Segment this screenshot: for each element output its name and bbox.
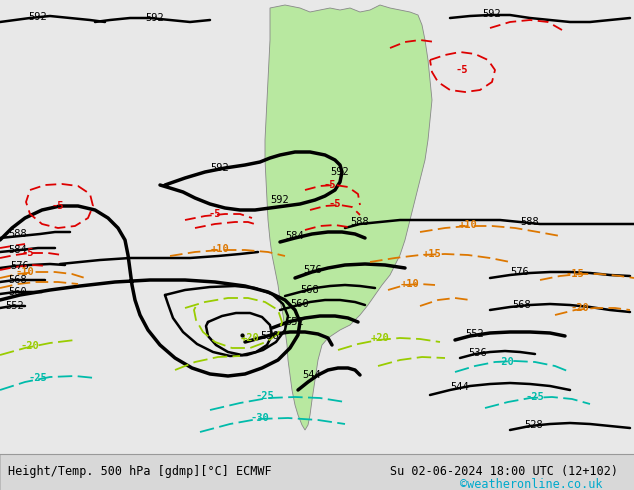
Text: +10: +10 — [210, 244, 230, 254]
Text: 544: 544 — [451, 382, 469, 392]
Text: 584: 584 — [9, 245, 27, 255]
Text: +15: +15 — [423, 249, 441, 259]
Text: -5: -5 — [329, 199, 341, 209]
Bar — [0, 454, 634, 490]
Text: 576: 576 — [11, 261, 29, 271]
Text: -20: -20 — [496, 357, 514, 367]
Text: 584: 584 — [286, 231, 304, 241]
Text: 588: 588 — [521, 217, 540, 227]
Text: -5: -5 — [22, 248, 34, 258]
Text: -25: -25 — [256, 391, 275, 401]
Text: 592: 592 — [330, 167, 349, 177]
Text: 552: 552 — [6, 301, 24, 311]
Text: 536: 536 — [261, 331, 280, 341]
Text: 588: 588 — [9, 229, 27, 239]
Text: 560: 560 — [290, 299, 309, 309]
Text: -20: -20 — [571, 303, 590, 313]
Polygon shape — [265, 5, 432, 430]
Text: 592: 592 — [210, 163, 230, 173]
Text: 560: 560 — [9, 287, 27, 297]
Text: -25: -25 — [526, 392, 545, 402]
Text: +20: +20 — [241, 333, 259, 343]
Text: -10: -10 — [16, 267, 34, 277]
Text: 552: 552 — [465, 329, 484, 339]
Text: -15: -15 — [566, 269, 585, 279]
Text: +10: +10 — [458, 220, 477, 230]
Text: -5: -5 — [209, 209, 221, 219]
Text: 568: 568 — [301, 285, 320, 295]
Text: Height/Temp. 500 hPa [gdmp][°C] ECMWF: Height/Temp. 500 hPa [gdmp][°C] ECMWF — [8, 466, 271, 479]
Text: 568: 568 — [9, 275, 27, 285]
Text: -5: -5 — [456, 65, 469, 75]
Text: 544: 544 — [302, 370, 321, 380]
Text: ©weatheronline.co.uk: ©weatheronline.co.uk — [460, 477, 602, 490]
Text: -25: -25 — [29, 373, 48, 383]
Text: 568: 568 — [513, 300, 531, 310]
Text: -20: -20 — [21, 341, 39, 351]
Text: -5: -5 — [324, 180, 336, 190]
Text: -30: -30 — [250, 413, 269, 423]
Text: -5: -5 — [52, 201, 64, 211]
Text: 592: 592 — [482, 9, 501, 19]
Text: 588: 588 — [351, 217, 370, 227]
Text: 528: 528 — [524, 420, 543, 430]
Text: 552: 552 — [286, 317, 304, 327]
Text: 576: 576 — [304, 265, 322, 275]
Text: 576: 576 — [510, 267, 529, 277]
Text: 592: 592 — [29, 12, 48, 22]
Text: 592: 592 — [146, 13, 164, 23]
Text: +20: +20 — [371, 333, 389, 343]
Text: Su 02-06-2024 18:00 UTC (12+102): Su 02-06-2024 18:00 UTC (12+102) — [390, 466, 618, 479]
Text: +10: +10 — [401, 279, 419, 289]
Text: 536: 536 — [469, 348, 488, 358]
Text: 592: 592 — [271, 195, 289, 205]
